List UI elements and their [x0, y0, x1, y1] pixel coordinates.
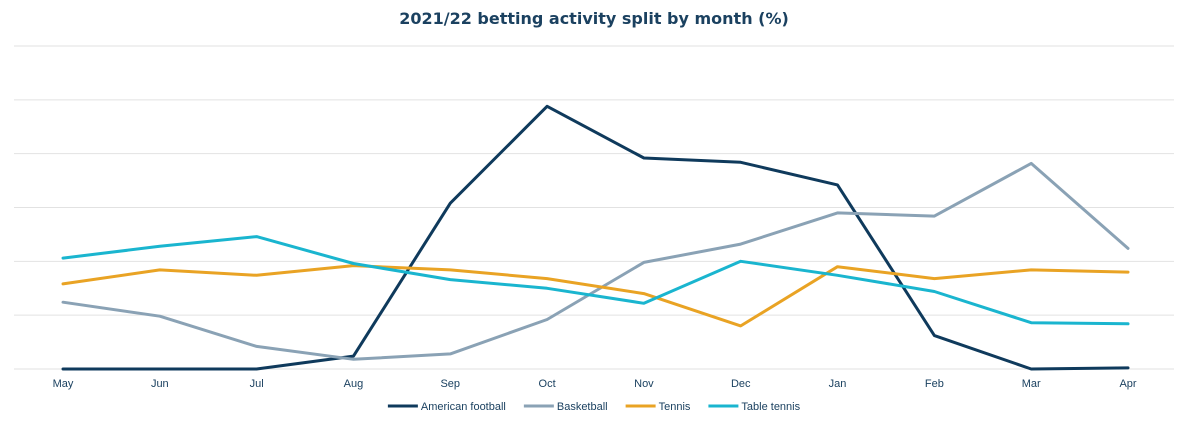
series-line-tennis	[61, 264, 1130, 328]
series-line-table-tennis	[61, 235, 1130, 326]
legend: American football Basketball Tennis Table t…	[387, 401, 801, 413]
x-tick-label: Jun	[151, 378, 169, 390]
legend-label: Basketball	[557, 401, 608, 413]
x-tick-label: Apr	[1119, 378, 1136, 390]
x-tick-label: Jul	[250, 378, 264, 390]
x-tick-label: Mar	[1022, 378, 1041, 390]
x-tick-label: Feb	[925, 378, 944, 390]
x-tick-label: Dec	[731, 378, 751, 390]
x-tick-label: Nov	[634, 378, 654, 390]
series-lines	[61, 104, 1130, 371]
legend-item-american-football: American football	[387, 401, 506, 413]
legend-label: Table tennis	[741, 401, 800, 413]
x-tick-label: Sep	[440, 378, 460, 390]
legend-item-table-tennis: Table tennis	[708, 401, 801, 413]
x-tick-label: Aug	[344, 378, 364, 390]
series-line-american-football	[61, 104, 1130, 371]
legend-label: Tennis	[659, 401, 691, 413]
legend-item-tennis: Tennis	[625, 401, 691, 413]
x-axis-tick-labels: May Jun Jul Aug Sep Oct Nov Dec Jan Feb Mar Apr	[53, 378, 1137, 390]
legend-label: American football	[421, 401, 506, 413]
x-tick-label: May	[53, 378, 74, 390]
x-tick-label: Jan	[829, 378, 847, 390]
chart-title: 2021/22 betting activity split by month …	[399, 9, 789, 28]
x-tick-label: Oct	[539, 378, 556, 390]
grid-lines	[14, 45, 1174, 370]
series-line-basketball	[61, 161, 1130, 361]
legend-item-basketball: Basketball	[523, 401, 608, 413]
